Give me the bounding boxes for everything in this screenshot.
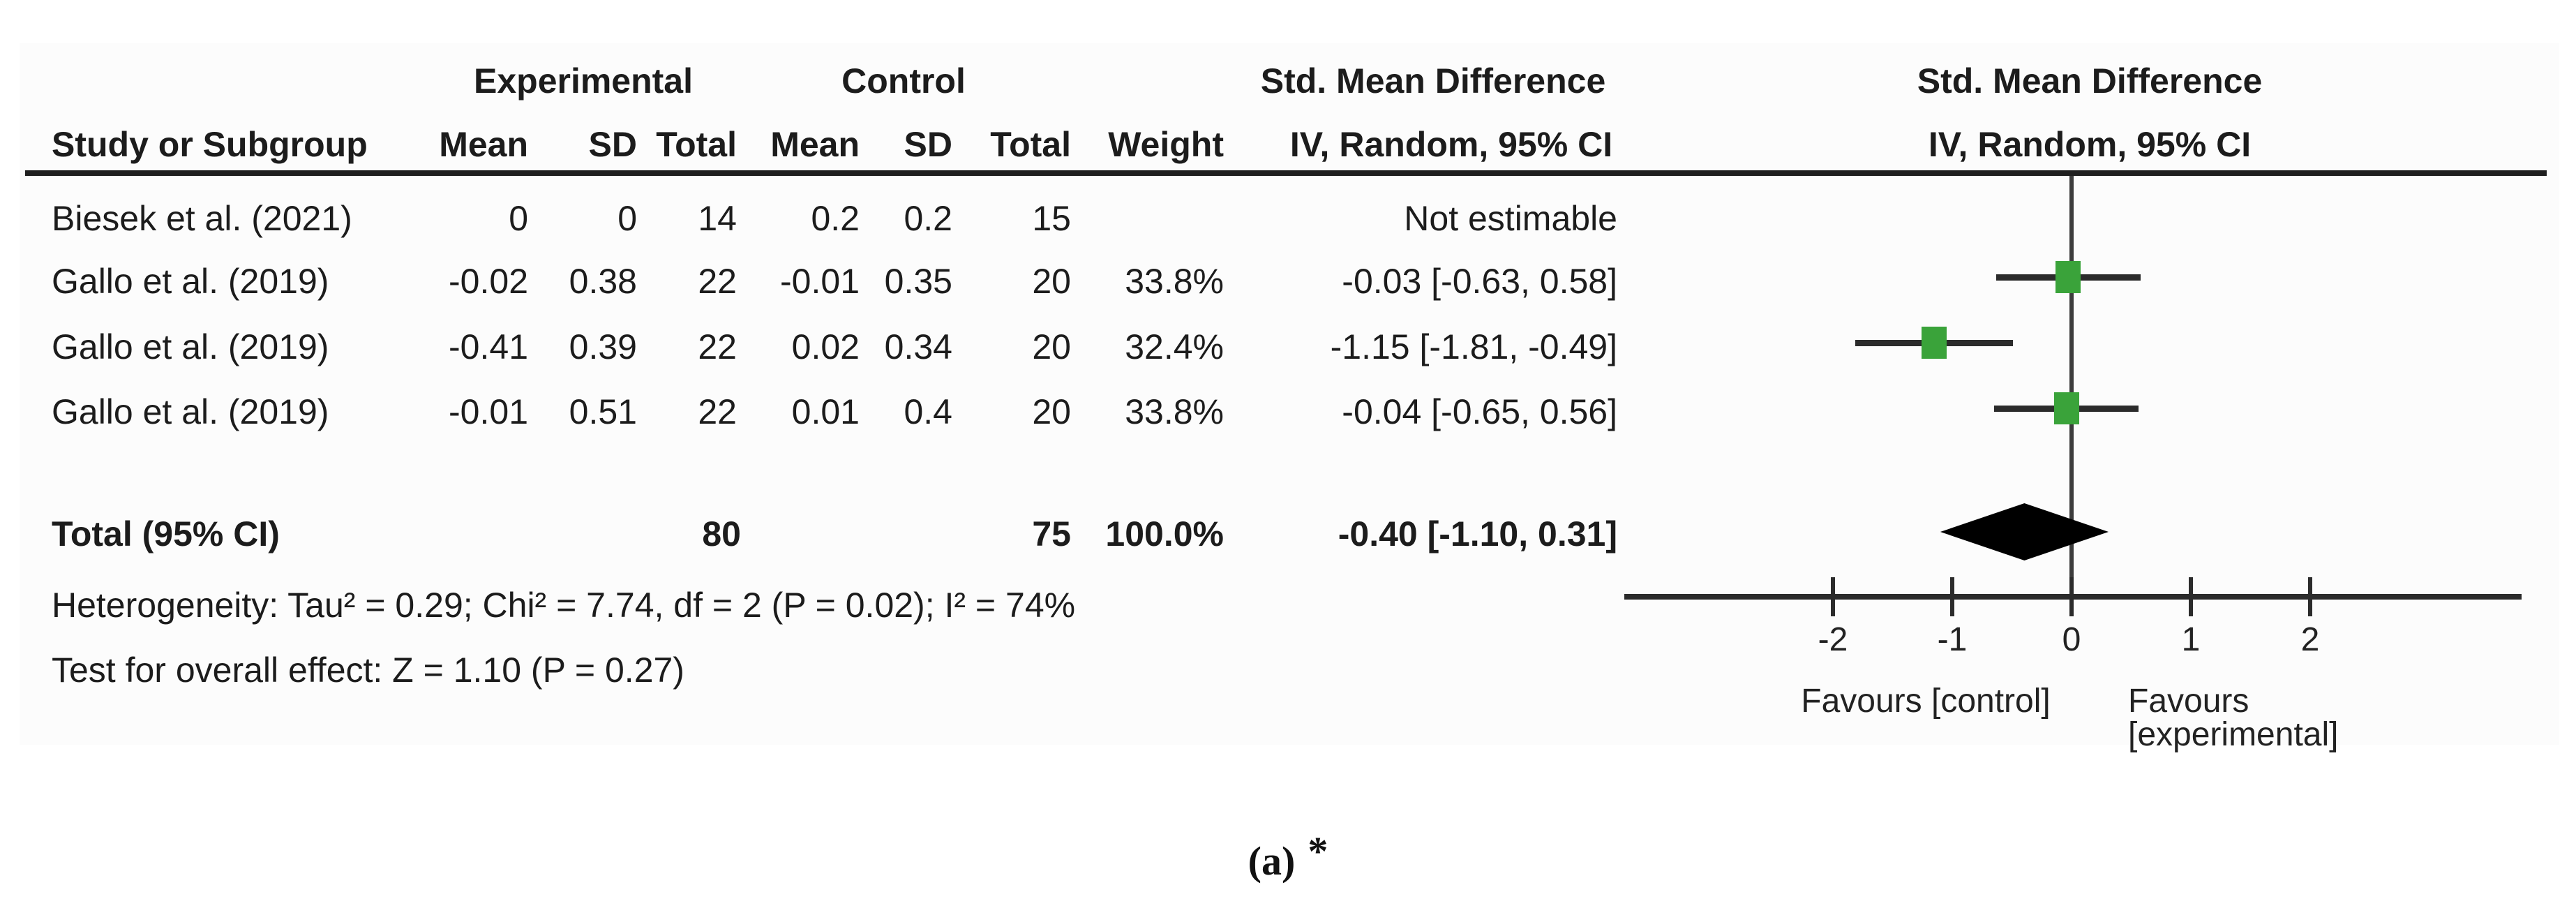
total-ci-text: -0.40 [-1.10, 0.31]	[1338, 514, 1617, 553]
mean-marker	[2055, 261, 2081, 293]
mean-exp-value: -0.41	[449, 327, 528, 366]
axis-tick	[2308, 577, 2312, 616]
total-exp-value: 22	[698, 262, 737, 301]
total-ctrl-sum: 75	[1032, 514, 1071, 553]
total-ctrl-value: 15	[1032, 199, 1071, 238]
total-ctrl-value: 20	[1032, 262, 1071, 301]
col-header-total-exp: Total	[656, 125, 737, 164]
header-separator-line	[25, 170, 2547, 176]
group-header-smd-table: Std. Mean Difference	[1260, 61, 1606, 101]
axis-tick-label: 0	[2062, 621, 2081, 658]
total-ctrl-value: 20	[1032, 327, 1071, 366]
group-header-control: Control	[841, 61, 966, 101]
study-name: Biesek et al. (2021)	[52, 199, 352, 238]
sd-exp-value: 0.38	[569, 262, 637, 301]
mean-exp-value: -0.01	[449, 392, 528, 431]
axis-tick	[2189, 577, 2193, 616]
axis-tick	[1831, 577, 1835, 616]
caption-asterisk: *	[1308, 829, 1328, 874]
col-header-sd-exp: SD	[588, 125, 637, 164]
axis-tick-label: 1	[2181, 621, 2201, 658]
ci-text-value: -0.03 [-0.63, 0.58]	[1342, 262, 1617, 301]
sd-exp-value: 0.51	[569, 392, 637, 431]
weight-value: 33.8%	[1125, 262, 1224, 301]
total-ctrl-value: 20	[1032, 392, 1071, 431]
figure-caption: (a) *	[1248, 831, 1328, 884]
mean-ctrl-value: 0.01	[791, 392, 860, 431]
favours-experimental-label: Favours [experimental]	[2128, 683, 2339, 753]
axis-tick-label: 2	[2300, 621, 2320, 658]
study-name: Gallo et al. (2019)	[52, 262, 329, 301]
axis-tick-label: -1	[1937, 621, 1968, 658]
sd-ctrl-value: 0.35	[884, 262, 952, 301]
total-label: Total (95% CI)	[52, 514, 280, 553]
axis-tick	[1950, 577, 1954, 616]
ci-text-value: -1.15 [-1.81, -0.49]	[1330, 327, 1617, 366]
weight-value: 32.4%	[1125, 327, 1224, 366]
study-name: Gallo et al. (2019)	[52, 327, 329, 366]
study-name: Gallo et al. (2019)	[52, 392, 329, 431]
sd-exp-value: 0.39	[569, 327, 637, 366]
heterogeneity-stats: Heterogeneity: Tau² = 0.29; Chi² = 7.74,…	[52, 586, 1076, 625]
group-header-experimental: Experimental	[473, 61, 694, 101]
sd-exp-value: 0	[617, 199, 637, 238]
axis-tick-label: -2	[1818, 621, 1848, 658]
total-exp-value: 14	[698, 199, 737, 238]
sd-ctrl-value: 0.34	[884, 327, 952, 366]
mean-marker	[1922, 327, 1947, 359]
col-header-mean-ctrl: Mean	[770, 125, 860, 164]
ci-text-value: Not estimable	[1404, 199, 1617, 238]
overall-effect-test: Test for overall effect: Z = 1.10 (P = 0…	[52, 651, 684, 690]
col-header-ci-table: IV, Random, 95% CI	[1289, 125, 1613, 164]
total-weight: 100.0%	[1105, 514, 1224, 553]
axis-tick	[2069, 577, 2074, 616]
col-header-study: Study or Subgroup	[52, 125, 368, 164]
mean-marker	[2054, 392, 2080, 424]
col-header-ci-plot: IV, Random, 95% CI	[1928, 125, 2252, 164]
mean-ctrl-value: 0.02	[791, 327, 860, 366]
caption-label: (a)	[1248, 838, 1296, 884]
col-header-total-ctrl: Total	[990, 125, 1071, 164]
weight-value: 33.8%	[1125, 392, 1224, 431]
zero-line	[2069, 176, 2074, 597]
col-header-mean-exp: Mean	[439, 125, 528, 164]
sd-ctrl-value: 0.2	[904, 199, 952, 238]
total-exp-value: 22	[698, 392, 737, 431]
favours-control-label: Favours [control]	[1801, 683, 2051, 720]
mean-exp-value: 0	[509, 199, 528, 238]
total-exp-value: 22	[698, 327, 737, 366]
sd-ctrl-value: 0.4	[904, 392, 952, 431]
group-header-smd-plot: Std. Mean Difference	[1917, 61, 2263, 101]
ci-text-value: -0.04 [-0.65, 0.56]	[1342, 392, 1617, 431]
total-exp-sum: 80	[702, 514, 741, 553]
mean-exp-value: -0.02	[449, 262, 528, 301]
col-header-weight: Weight	[1108, 125, 1224, 164]
mean-ctrl-value: 0.2	[811, 199, 860, 238]
mean-ctrl-value: -0.01	[780, 262, 860, 301]
col-header-sd-ctrl: SD	[904, 125, 952, 164]
